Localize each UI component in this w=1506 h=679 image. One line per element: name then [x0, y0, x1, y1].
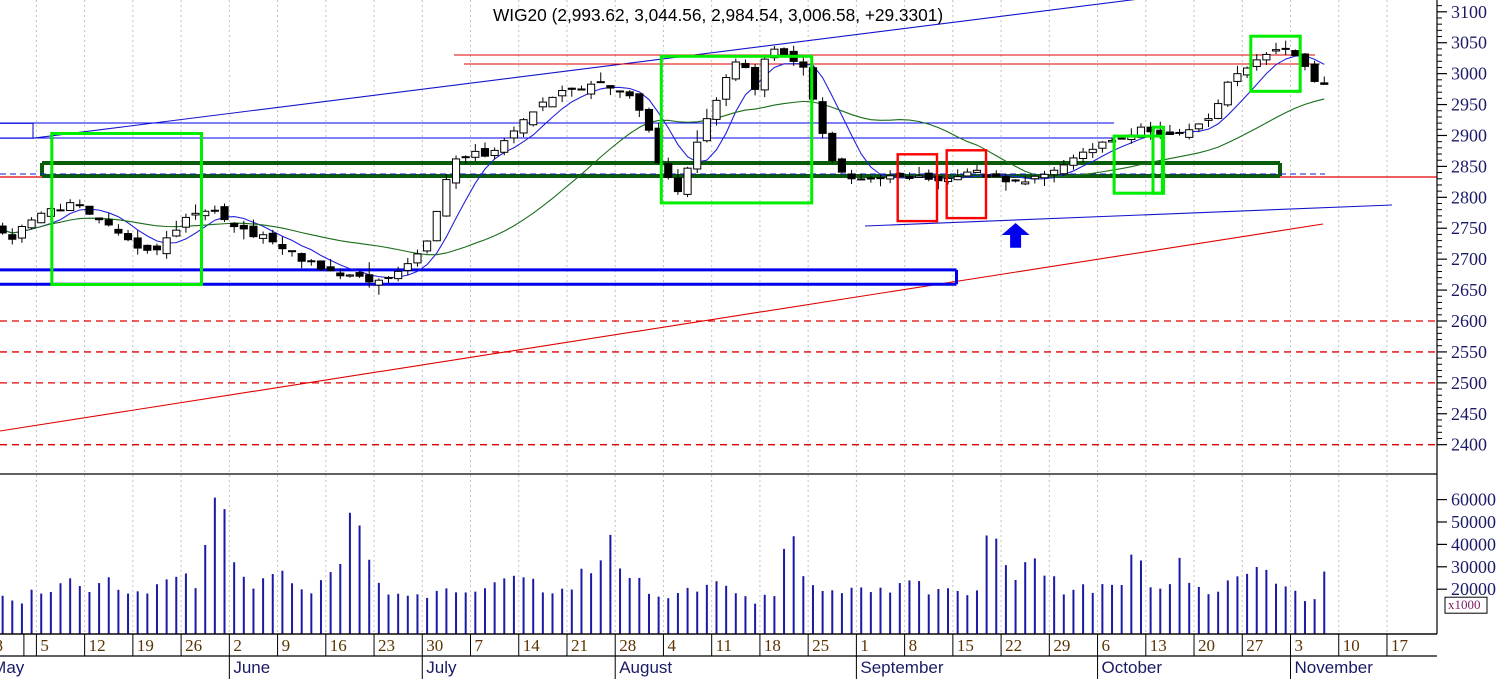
- svg-text:July: July: [426, 658, 457, 677]
- svg-text:4: 4: [667, 636, 676, 655]
- svg-text:40000: 40000: [1451, 534, 1496, 554]
- svg-text:26: 26: [185, 636, 202, 655]
- svg-text:October: October: [1102, 658, 1163, 677]
- svg-text:20000: 20000: [1451, 579, 1496, 599]
- svg-text:12: 12: [89, 636, 106, 655]
- svg-text:28: 28: [0, 636, 3, 655]
- svg-text:2: 2: [233, 636, 242, 655]
- svg-text:15: 15: [957, 636, 974, 655]
- svg-text:2650: 2650: [1451, 280, 1487, 300]
- svg-text:2700: 2700: [1451, 249, 1487, 269]
- svg-text:August: August: [619, 658, 672, 677]
- svg-text:2400: 2400: [1451, 435, 1487, 455]
- svg-text:November: November: [1295, 658, 1374, 677]
- svg-text:30: 30: [426, 636, 443, 655]
- svg-text:2850: 2850: [1451, 156, 1487, 176]
- svg-text:8: 8: [909, 636, 918, 655]
- svg-text:September: September: [860, 658, 943, 677]
- svg-text:23: 23: [378, 636, 395, 655]
- svg-text:50000: 50000: [1451, 512, 1496, 532]
- svg-text:11: 11: [716, 636, 732, 655]
- svg-text:1: 1: [860, 636, 869, 655]
- svg-text:25: 25: [812, 636, 829, 655]
- svg-text:28: 28: [619, 636, 636, 655]
- svg-text:WIG20 (2,993.62, 3,044.56, 2,9: WIG20 (2,993.62, 3,044.56, 2,984.54, 3,0…: [493, 5, 943, 25]
- svg-text:60000: 60000: [1451, 490, 1496, 510]
- svg-text:2600: 2600: [1451, 311, 1487, 331]
- svg-text:3000: 3000: [1451, 64, 1487, 84]
- svg-text:22: 22: [1005, 636, 1022, 655]
- svg-text:5: 5: [40, 636, 49, 655]
- svg-text:21: 21: [571, 636, 588, 655]
- svg-text:2950: 2950: [1451, 95, 1487, 115]
- svg-text:17: 17: [1391, 636, 1409, 655]
- svg-text:May: May: [0, 658, 25, 677]
- svg-text:13: 13: [1150, 636, 1167, 655]
- svg-text:14: 14: [523, 636, 541, 655]
- svg-text:16: 16: [330, 636, 347, 655]
- svg-text:7: 7: [475, 636, 484, 655]
- svg-text:6: 6: [1102, 636, 1111, 655]
- svg-text:2900: 2900: [1451, 125, 1487, 145]
- svg-text:9: 9: [282, 636, 291, 655]
- svg-text:3100: 3100: [1451, 2, 1487, 22]
- svg-text:x1000: x1000: [1448, 597, 1481, 612]
- svg-text:29: 29: [1053, 636, 1070, 655]
- svg-text:30000: 30000: [1451, 557, 1496, 577]
- svg-text:2800: 2800: [1451, 187, 1487, 207]
- svg-text:27: 27: [1246, 636, 1264, 655]
- svg-text:19: 19: [137, 636, 154, 655]
- svg-text:June: June: [233, 658, 270, 677]
- svg-text:18: 18: [764, 636, 781, 655]
- svg-text:2450: 2450: [1451, 404, 1487, 424]
- svg-text:10: 10: [1343, 636, 1360, 655]
- svg-text:20: 20: [1198, 636, 1215, 655]
- svg-text:2750: 2750: [1451, 218, 1487, 238]
- svg-text:3050: 3050: [1451, 33, 1487, 53]
- svg-text:3: 3: [1295, 636, 1304, 655]
- svg-text:2500: 2500: [1451, 373, 1487, 393]
- svg-text:2550: 2550: [1451, 342, 1487, 362]
